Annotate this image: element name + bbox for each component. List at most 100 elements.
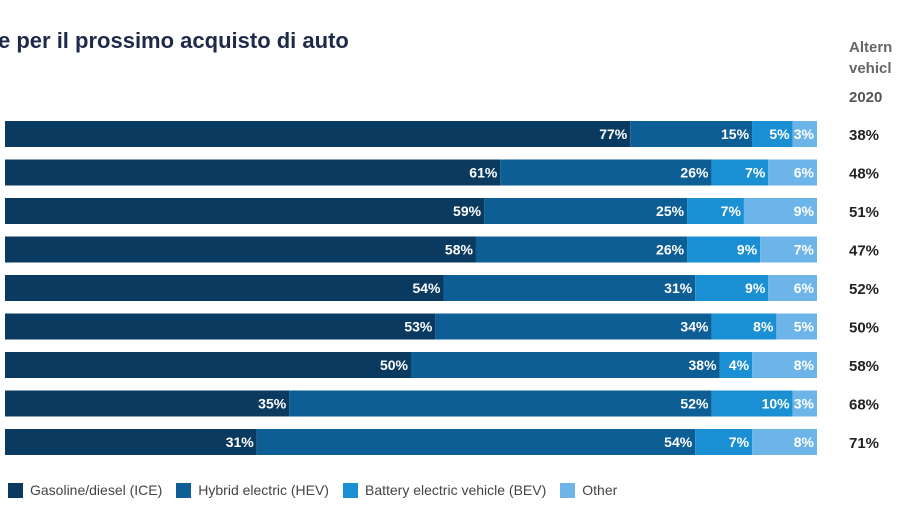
data-label: 52%	[680, 396, 709, 412]
bar-segment	[5, 275, 444, 301]
data-label: 6%	[794, 280, 815, 296]
bar-segment	[5, 313, 436, 340]
legend-item: Gasoline/diesel (ICE)	[8, 482, 162, 498]
bar-row: 50% 38% 4% 8%	[5, 352, 817, 378]
legend-item: Other	[560, 482, 617, 498]
bar-segment	[289, 390, 712, 417]
bar-segment	[792, 390, 817, 417]
legend-swatch	[8, 482, 23, 498]
data-label: 35%	[258, 396, 287, 412]
bar-segment	[711, 313, 777, 340]
bar-row: 61% 26% 7% 6%	[5, 159, 817, 186]
data-label: 7%	[794, 242, 815, 258]
data-label: 7%	[729, 434, 750, 450]
data-label: 8%	[794, 357, 815, 373]
data-label: 8%	[753, 319, 774, 335]
data-label: 61%	[469, 165, 498, 181]
bar-row: 54% 31% 9% 6%	[5, 275, 817, 301]
bar-segment	[5, 236, 476, 263]
data-label: 10%	[762, 396, 791, 412]
data-label: 3%	[794, 126, 815, 142]
bar-segment	[5, 198, 485, 224]
data-label: 38%	[689, 357, 718, 373]
right-column-value: 50%	[849, 320, 879, 337]
bar-segment	[500, 159, 712, 186]
right-column-value: 51%	[849, 204, 879, 221]
legend-item: Hybrid electric (HEV)	[176, 482, 329, 498]
bar-segment	[484, 198, 688, 224]
data-label: 9%	[745, 280, 766, 296]
bar-segment	[760, 236, 817, 263]
data-label: 50%	[380, 357, 409, 373]
bar-segment	[752, 429, 817, 455]
bar-row: 53% 34% 8% 5%	[5, 313, 817, 340]
right-column-value: 71%	[849, 435, 879, 452]
bar-segment	[256, 429, 696, 455]
legend-label: Gasoline/diesel (ICE)	[30, 482, 163, 498]
bar-segment	[743, 198, 817, 224]
bar-segment	[5, 429, 257, 455]
data-label: 31%	[226, 434, 255, 450]
chart-title: e per il prossimo acquisto di auto	[0, 28, 349, 53]
bar-row: 58% 26% 9% 7%	[5, 236, 817, 263]
bar-segment	[768, 275, 817, 301]
legend-swatch	[342, 482, 358, 498]
bar-segment	[687, 198, 744, 224]
bar-segment	[5, 390, 290, 417]
bar-segment	[776, 313, 817, 340]
bar-segment	[711, 159, 769, 186]
data-label: 9%	[737, 242, 758, 258]
right-column-value: 47%	[849, 243, 879, 260]
bar-segment	[695, 275, 769, 301]
data-label: 58%	[445, 242, 474, 258]
legend-swatch	[176, 482, 192, 498]
bar-segment	[687, 236, 761, 263]
legend-label: Hybrid electric (HEV)	[198, 482, 329, 498]
right-column-header: Altern vehicl	[849, 39, 893, 77]
data-label: 59%	[453, 203, 482, 219]
data-label: 7%	[721, 203, 742, 219]
data-label: 4%	[729, 357, 750, 373]
bar-segment	[752, 121, 793, 147]
data-label: 6%	[794, 165, 815, 181]
bar-segment	[711, 390, 793, 417]
bar-segment	[435, 313, 712, 340]
bar-segment	[5, 352, 411, 378]
bar-segment	[719, 352, 753, 378]
bar-segment	[752, 352, 817, 378]
bar-row: 59% 25% 7% 9%	[5, 198, 817, 224]
legend-swatch	[560, 482, 576, 498]
bar-segment	[5, 121, 631, 147]
bar-segment	[768, 159, 817, 186]
data-label: 53%	[404, 319, 433, 335]
bar-segment	[792, 121, 817, 147]
data-label: 5%	[794, 319, 815, 335]
bar-segment	[411, 352, 720, 378]
data-label: 7%	[745, 165, 766, 181]
data-label: 25%	[656, 203, 685, 219]
right-column-value: 52%	[849, 281, 879, 298]
data-label: 31%	[664, 280, 693, 296]
bar-segment	[443, 275, 696, 301]
data-label: 8%	[794, 434, 815, 450]
legend: Gasoline/diesel (ICE) Hybrid electric (HE…	[8, 482, 617, 498]
right-column-year: 2020	[849, 89, 883, 106]
legend-label: Other	[582, 482, 618, 498]
bar-segment	[695, 429, 753, 455]
legend-item: Battery electric vehicle (BEV)	[342, 482, 547, 498]
bar-row: 35% 52% 10% 3%	[5, 390, 817, 417]
data-label: 26%	[680, 165, 709, 181]
right-column-value: 68%	[849, 397, 879, 414]
legend-label: Battery electric vehicle (BEV)	[364, 482, 547, 498]
data-label: 34%	[680, 319, 709, 335]
data-label: 5%	[769, 126, 790, 142]
data-label: 26%	[656, 242, 685, 258]
right-column-value: 38%	[849, 127, 879, 144]
bar-segment	[475, 236, 688, 263]
bar-row: 31% 54% 7% 8%	[5, 429, 817, 455]
right-column-value: 58%	[849, 358, 879, 375]
data-label: 3%	[794, 396, 815, 412]
data-label: 9%	[794, 203, 815, 219]
data-label: 54%	[412, 280, 441, 296]
